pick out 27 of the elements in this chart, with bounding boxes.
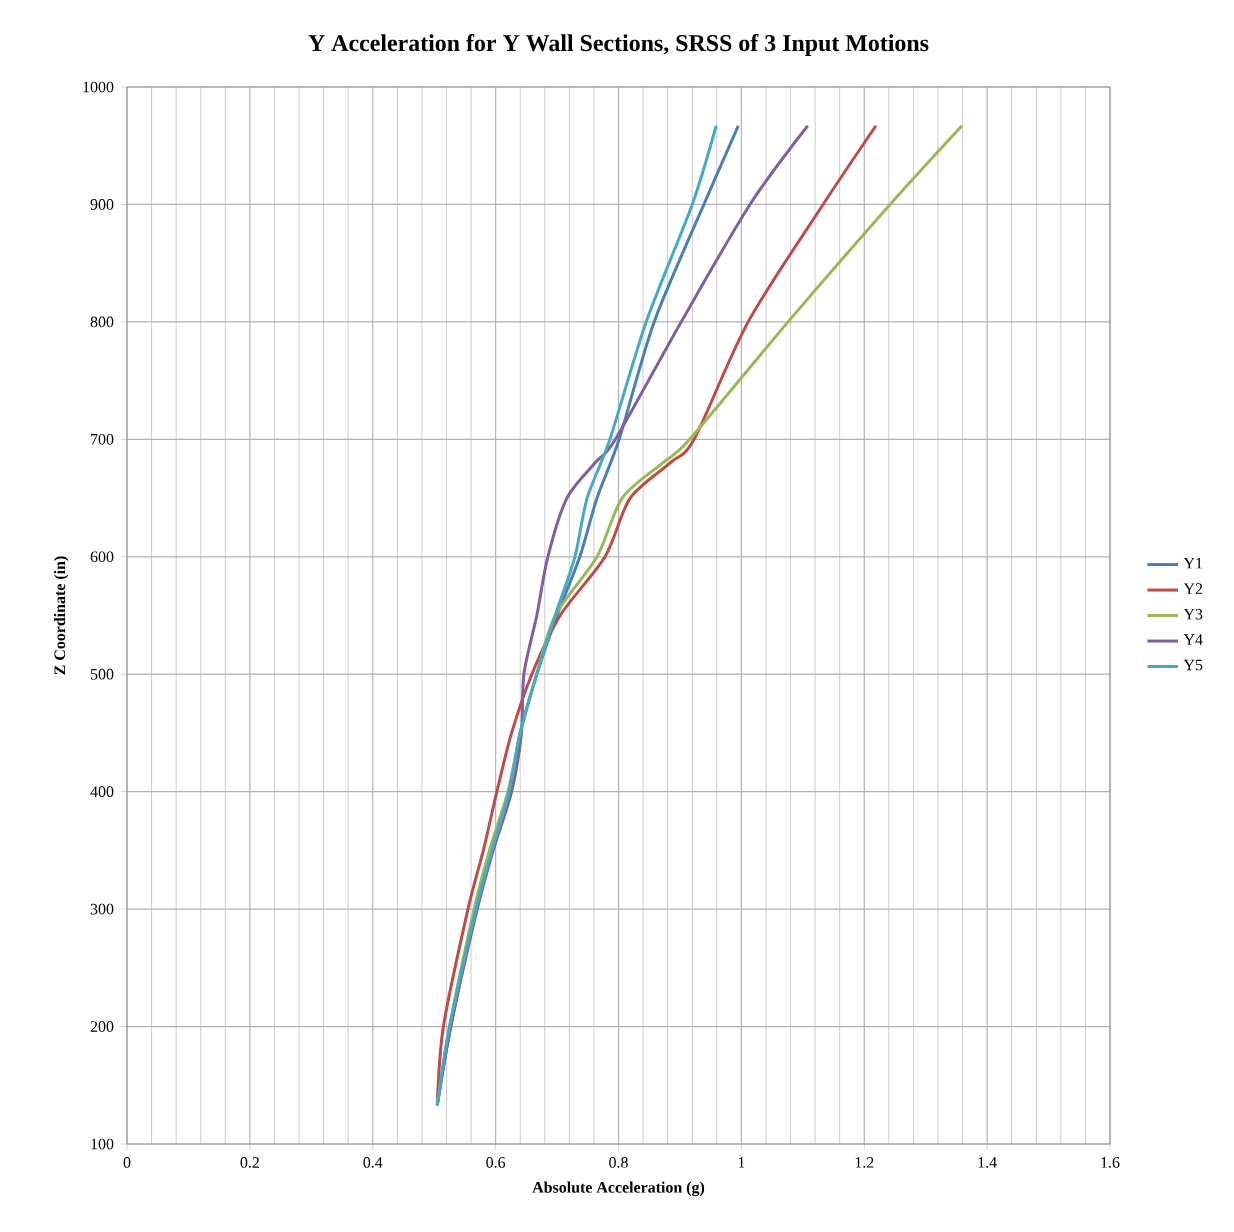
x-tick-label: 0.4 <box>363 1157 383 1168</box>
legend-label: Y5 <box>1183 659 1203 671</box>
x-axis-title: Absolute Acceleration (g) <box>532 1181 705 1197</box>
y-tick-label: 1000 <box>83 81 114 93</box>
y-tick-label: 500 <box>90 668 114 680</box>
legend-label: Y2 <box>1183 583 1203 594</box>
x-tick-label: 1 <box>738 1157 745 1168</box>
legend-label: Y4 <box>1183 634 1203 645</box>
x-tick-label: 0 <box>123 1157 131 1168</box>
y-axis-title: Z Coordinate (in) <box>53 556 69 675</box>
x-tick-label: 1.4 <box>978 1157 997 1168</box>
x-tick-label: 0.6 <box>486 1157 506 1168</box>
x-tick-label: 1.6 <box>1101 1157 1120 1168</box>
x-tick-label: 0.2 <box>240 1157 259 1168</box>
y-tick-label: 800 <box>90 316 114 328</box>
y-tick-label: 300 <box>90 903 114 915</box>
y-tick-label: 100 <box>91 1138 114 1150</box>
legend-label: Y1 <box>1183 557 1202 569</box>
x-tick-label: 1.2 <box>855 1157 874 1168</box>
y-tick-label: 900 <box>90 199 114 210</box>
y-tick-label: 400 <box>90 786 114 798</box>
y-tick-label: 700 <box>91 433 114 445</box>
chart-title: Y Acceleration for Y Wall Sections, SRSS of 3 Input Motions <box>308 34 929 57</box>
y-tick-label: 200 <box>90 1021 114 1032</box>
legend-label: Y3 <box>1183 608 1203 620</box>
y-tick-label: 600 <box>90 551 114 563</box>
x-tick-label: 0.8 <box>609 1157 628 1168</box>
